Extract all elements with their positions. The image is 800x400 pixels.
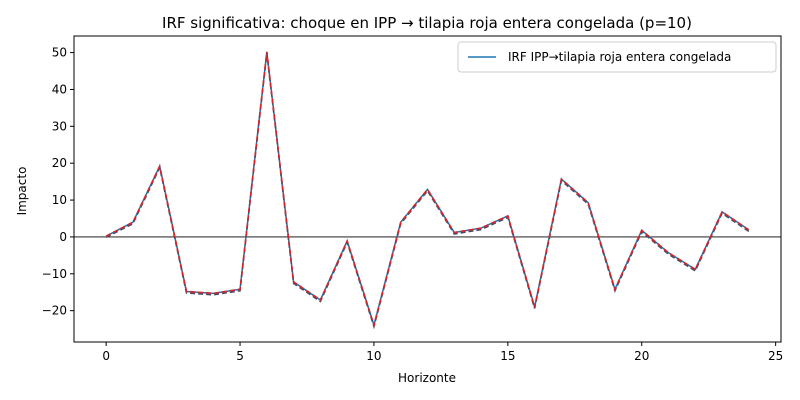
y-tick-label: −20	[42, 304, 67, 318]
y-tick-label: 50	[52, 46, 67, 60]
x-tick-label: 20	[634, 349, 649, 363]
x-tick-label: 0	[102, 349, 110, 363]
plot-frame	[73, 35, 782, 343]
y-tick-label: 30	[52, 119, 67, 133]
y-tick-label: 40	[52, 82, 67, 96]
chart-title: IRF significativa: choque en IPP → tilap…	[162, 14, 692, 32]
y-axis-title: Impacto	[15, 167, 29, 216]
y-tick-label: 0	[59, 230, 67, 244]
plot-area: 0 5 10 15 20 25 −20 −10 0 10 20 30 40 50	[42, 35, 783, 363]
legend-box	[457, 41, 777, 73]
legend-label-irf: IRF IPP→tilapia roja entera congelada	[508, 50, 731, 64]
series-line-irf	[105, 51, 750, 328]
x-tick-label: 25	[768, 349, 783, 363]
x-axis-title: Horizonte	[398, 371, 456, 385]
y-tick-label: −10	[42, 267, 67, 281]
y-tick-label: 10	[52, 193, 67, 207]
x-tick-label: 5	[236, 349, 244, 363]
legend: IRF IPP→tilapia roja entera congelada	[457, 41, 777, 73]
x-tick-label: 15	[500, 349, 515, 363]
y-tick-label: 20	[52, 156, 67, 170]
x-tick-label: 10	[366, 349, 381, 363]
series-line-band-upper	[105, 51, 750, 328]
